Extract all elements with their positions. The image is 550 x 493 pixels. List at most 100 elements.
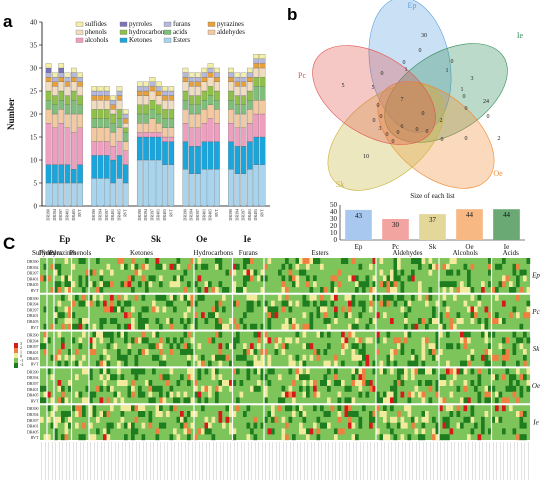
- heatmap-cell: [145, 287, 149, 293]
- heatmap-cell: [82, 354, 86, 361]
- heatmap-cell: [218, 360, 223, 367]
- heatmap-cell: [120, 380, 125, 386]
- heatmap-cell: [285, 323, 289, 330]
- heatmap-cell: [288, 263, 293, 270]
- heatmap-cell: [264, 300, 268, 307]
- legend-label-sulfides: sulfides: [85, 20, 107, 28]
- venn-set-label: Pc: [298, 71, 306, 80]
- heatmap-cell: [334, 275, 338, 282]
- heatmap-cell: [502, 318, 506, 324]
- heatmap-cell: [187, 331, 191, 338]
- heatmap-cell: [187, 300, 191, 307]
- heatmap-cell: [414, 368, 419, 375]
- heatmap-cell: [446, 331, 450, 338]
- heatmap-cell: [484, 331, 489, 338]
- heatmap-cell: [372, 416, 377, 423]
- heatmap-cell: [232, 318, 237, 324]
- heatmap-cell: [334, 380, 338, 386]
- heatmap-cell: [516, 275, 520, 282]
- heatmap-cell: [246, 300, 251, 307]
- venn-region-count: 0: [377, 103, 380, 109]
- heatmap-cell: [463, 343, 468, 350]
- heatmap-cell: [358, 312, 363, 319]
- heatmap-cell: [218, 300, 223, 307]
- heatmap-cell: [295, 300, 300, 307]
- heatmap-cell: [421, 354, 426, 361]
- heatmap-cell: [407, 300, 412, 307]
- heatmap-cell: [96, 416, 100, 423]
- heatmap-cell: [481, 416, 485, 423]
- heatmap-cell: [351, 380, 356, 386]
- heatmap-cell: [372, 385, 377, 392]
- heatmap-cell: [488, 331, 492, 338]
- x-tick-label: DR401: [110, 209, 115, 221]
- heatmap-cell: [155, 343, 160, 350]
- venn-region-count: 0: [397, 130, 400, 136]
- heatmap-cell: [169, 405, 174, 412]
- heatmap-cell: [299, 269, 303, 276]
- heatmap-cell: [393, 258, 398, 264]
- heatmap-cell: [390, 281, 394, 288]
- heatmap-cell: [495, 391, 499, 398]
- x-tick-label: DR394: [189, 209, 194, 221]
- heatmap-cell: [78, 275, 83, 282]
- x-tick-label: DR390: [228, 209, 233, 221]
- heatmap-cell: [432, 368, 436, 375]
- heatmap-cell: [197, 275, 202, 282]
- heatmap-cell: [288, 337, 293, 344]
- heatmap-cell: [54, 287, 58, 293]
- heatmap-cell: [498, 318, 503, 324]
- color-scale-label: 3: [20, 341, 22, 346]
- venn-region-count: 2: [440, 118, 443, 124]
- heatmap-cell: [218, 380, 223, 386]
- venn-region-count: 10: [363, 154, 369, 160]
- heatmap-cell: [456, 269, 461, 276]
- heatmap-cell: [519, 416, 524, 423]
- heatmap-cell: [92, 411, 97, 417]
- heatmap-cell: [89, 434, 93, 441]
- y-tick-label: 0: [334, 236, 338, 244]
- heatmap-cell: [215, 312, 219, 319]
- x-tick-label: Oe: [465, 243, 473, 251]
- heatmap-cell: [50, 422, 55, 429]
- bar-segment-sulfides: [116, 86, 123, 92]
- heatmap-cell: [260, 269, 265, 276]
- heatmap-cell: [96, 428, 100, 435]
- heatmap-cell: [372, 275, 377, 282]
- heatmap-cell: [54, 416, 58, 423]
- heatmap-cell: [526, 380, 531, 386]
- heatmap-cell: [428, 287, 433, 293]
- heatmap-cell: [460, 368, 464, 375]
- heatmap-cell: [236, 287, 240, 293]
- heatmap-cell: [194, 354, 198, 361]
- heatmap-cell: [411, 374, 415, 381]
- heatmap-cell: [351, 294, 356, 301]
- heatmap-cell: [306, 368, 310, 375]
- heatmap-cell: [134, 263, 139, 270]
- color-scale-label: 2: [20, 345, 22, 350]
- heatmap-cell: [383, 411, 387, 417]
- heatmap-cell: [439, 405, 443, 412]
- heatmap-cell: [330, 275, 335, 282]
- heatmap-cell: [148, 380, 153, 386]
- heatmap-cell: [341, 306, 345, 313]
- heatmap-cell: [152, 275, 156, 282]
- heatmap-cell: [337, 411, 342, 417]
- heatmap-cell: [320, 300, 324, 307]
- heatmap-cell: [117, 380, 121, 386]
- heatmap-cell: [82, 422, 86, 429]
- heatmap-cell: [411, 258, 415, 264]
- venn-region-count: 0: [426, 129, 429, 135]
- heatmap-cell: [488, 343, 492, 350]
- heatmap-cell: [239, 318, 244, 324]
- heatmap-cell: [418, 391, 422, 398]
- heatmap-cell: [379, 281, 384, 288]
- heatmap-cell: [390, 405, 394, 412]
- heatmap-cell: [481, 281, 485, 288]
- heatmap-cell: [446, 434, 450, 441]
- heatmap-cell: [390, 397, 394, 404]
- heatmap-cell: [495, 312, 499, 319]
- heatmap-cell: [176, 281, 181, 288]
- heatmap-cell: [516, 312, 520, 319]
- heatmap-cell: [358, 374, 363, 381]
